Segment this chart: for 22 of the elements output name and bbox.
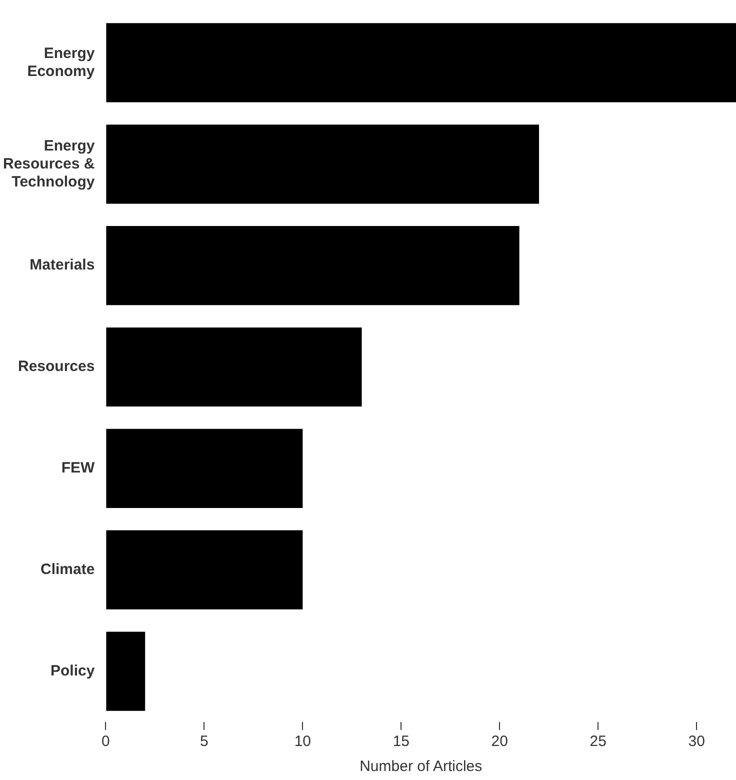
bar xyxy=(106,327,362,407)
bar xyxy=(106,124,540,204)
x-tick-label: 30 xyxy=(688,733,705,750)
y-tick-label: Energy Resources & Technology xyxy=(2,137,96,190)
bar xyxy=(106,23,736,102)
y-tick-label: Policy xyxy=(50,662,96,680)
x-tick-label: 15 xyxy=(392,733,410,750)
y-tick-label: Energy Economy xyxy=(27,44,96,80)
bar xyxy=(106,226,520,306)
x-tick-label: 5 xyxy=(200,733,208,750)
bar xyxy=(106,530,303,610)
y-tick-label: Climate xyxy=(40,561,95,578)
x-tick-label: 10 xyxy=(294,733,312,750)
x-axis-title: Number of Articles xyxy=(360,758,482,776)
y-tick-label: FEW xyxy=(61,460,96,477)
bar xyxy=(106,632,146,711)
x-tick-label: 25 xyxy=(590,733,606,750)
y-tick-label: Resources xyxy=(18,358,95,376)
bar xyxy=(106,428,303,508)
x-tick-label: 20 xyxy=(491,733,508,750)
y-tick-label: Materials xyxy=(30,256,95,274)
x-tick-label: 0 xyxy=(102,733,110,750)
